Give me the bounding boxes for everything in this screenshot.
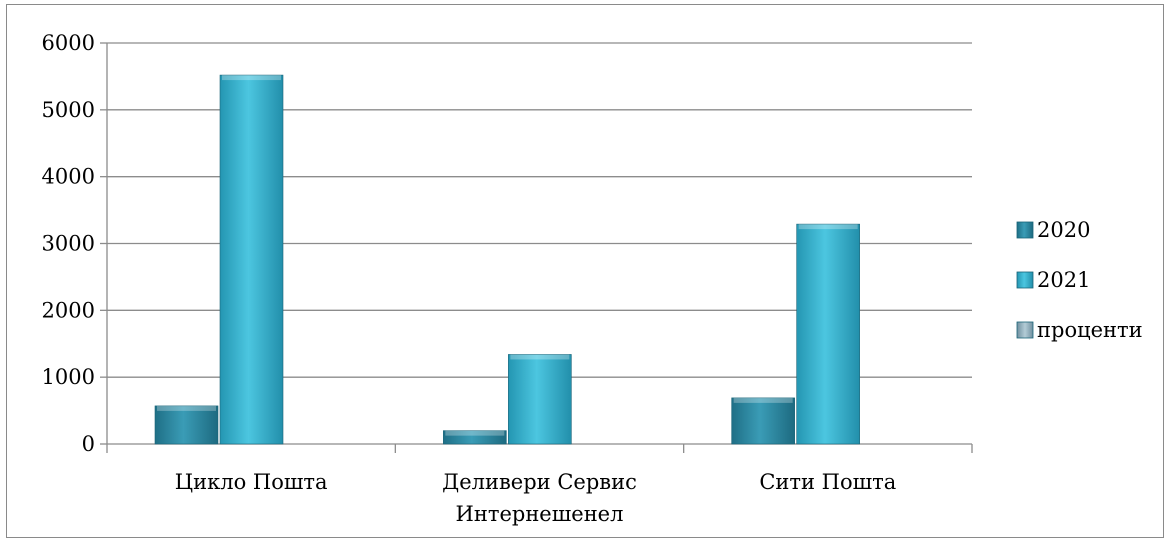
axis-labels: 0 1000 2000 3000 4000 5000 6000 Цикло Пошта Дели… [42,31,897,526]
x-category-label: Цикло Пошта [175,470,328,494]
legend-label: 2020 [1037,218,1090,242]
bar-highlight [445,430,505,436]
bar-2020-1 [443,430,507,445]
legend: 2020 2021 проценти [1016,218,1143,342]
x-category-label: Сити Пошта [759,470,896,494]
legend-label: проценти [1037,318,1143,342]
bar-highlight [798,224,858,230]
bar-2020-0 [154,405,219,445]
legend-swatch-проценти [1016,321,1034,339]
bar-highlight [733,397,793,403]
y-tick-label: 6000 [42,31,95,55]
bars [154,74,860,445]
bar-highlight [510,354,570,360]
y-tick-label: 2000 [42,298,95,322]
bar-2021-1 [508,354,572,445]
bar-highlight [157,405,216,411]
x-category-label: Деливери Сервис Интернешенел [442,470,637,526]
chart-frame [6,4,1164,538]
y-tick-label: 3000 [42,232,95,256]
bar-highlight [222,75,281,81]
y-tick-label: 1000 [42,365,95,389]
bar-2020-2 [731,397,795,445]
legend-swatch-2020 [1016,221,1034,239]
legend-label: 2021 [1037,268,1090,292]
y-tick-label: 5000 [42,98,95,122]
legend-swatch-2021 [1016,271,1034,289]
y-tick-label: 0 [82,432,95,456]
bar-2021-2 [796,223,860,445]
bar-2021-0 [219,74,284,445]
y-tick-label: 4000 [42,165,95,189]
